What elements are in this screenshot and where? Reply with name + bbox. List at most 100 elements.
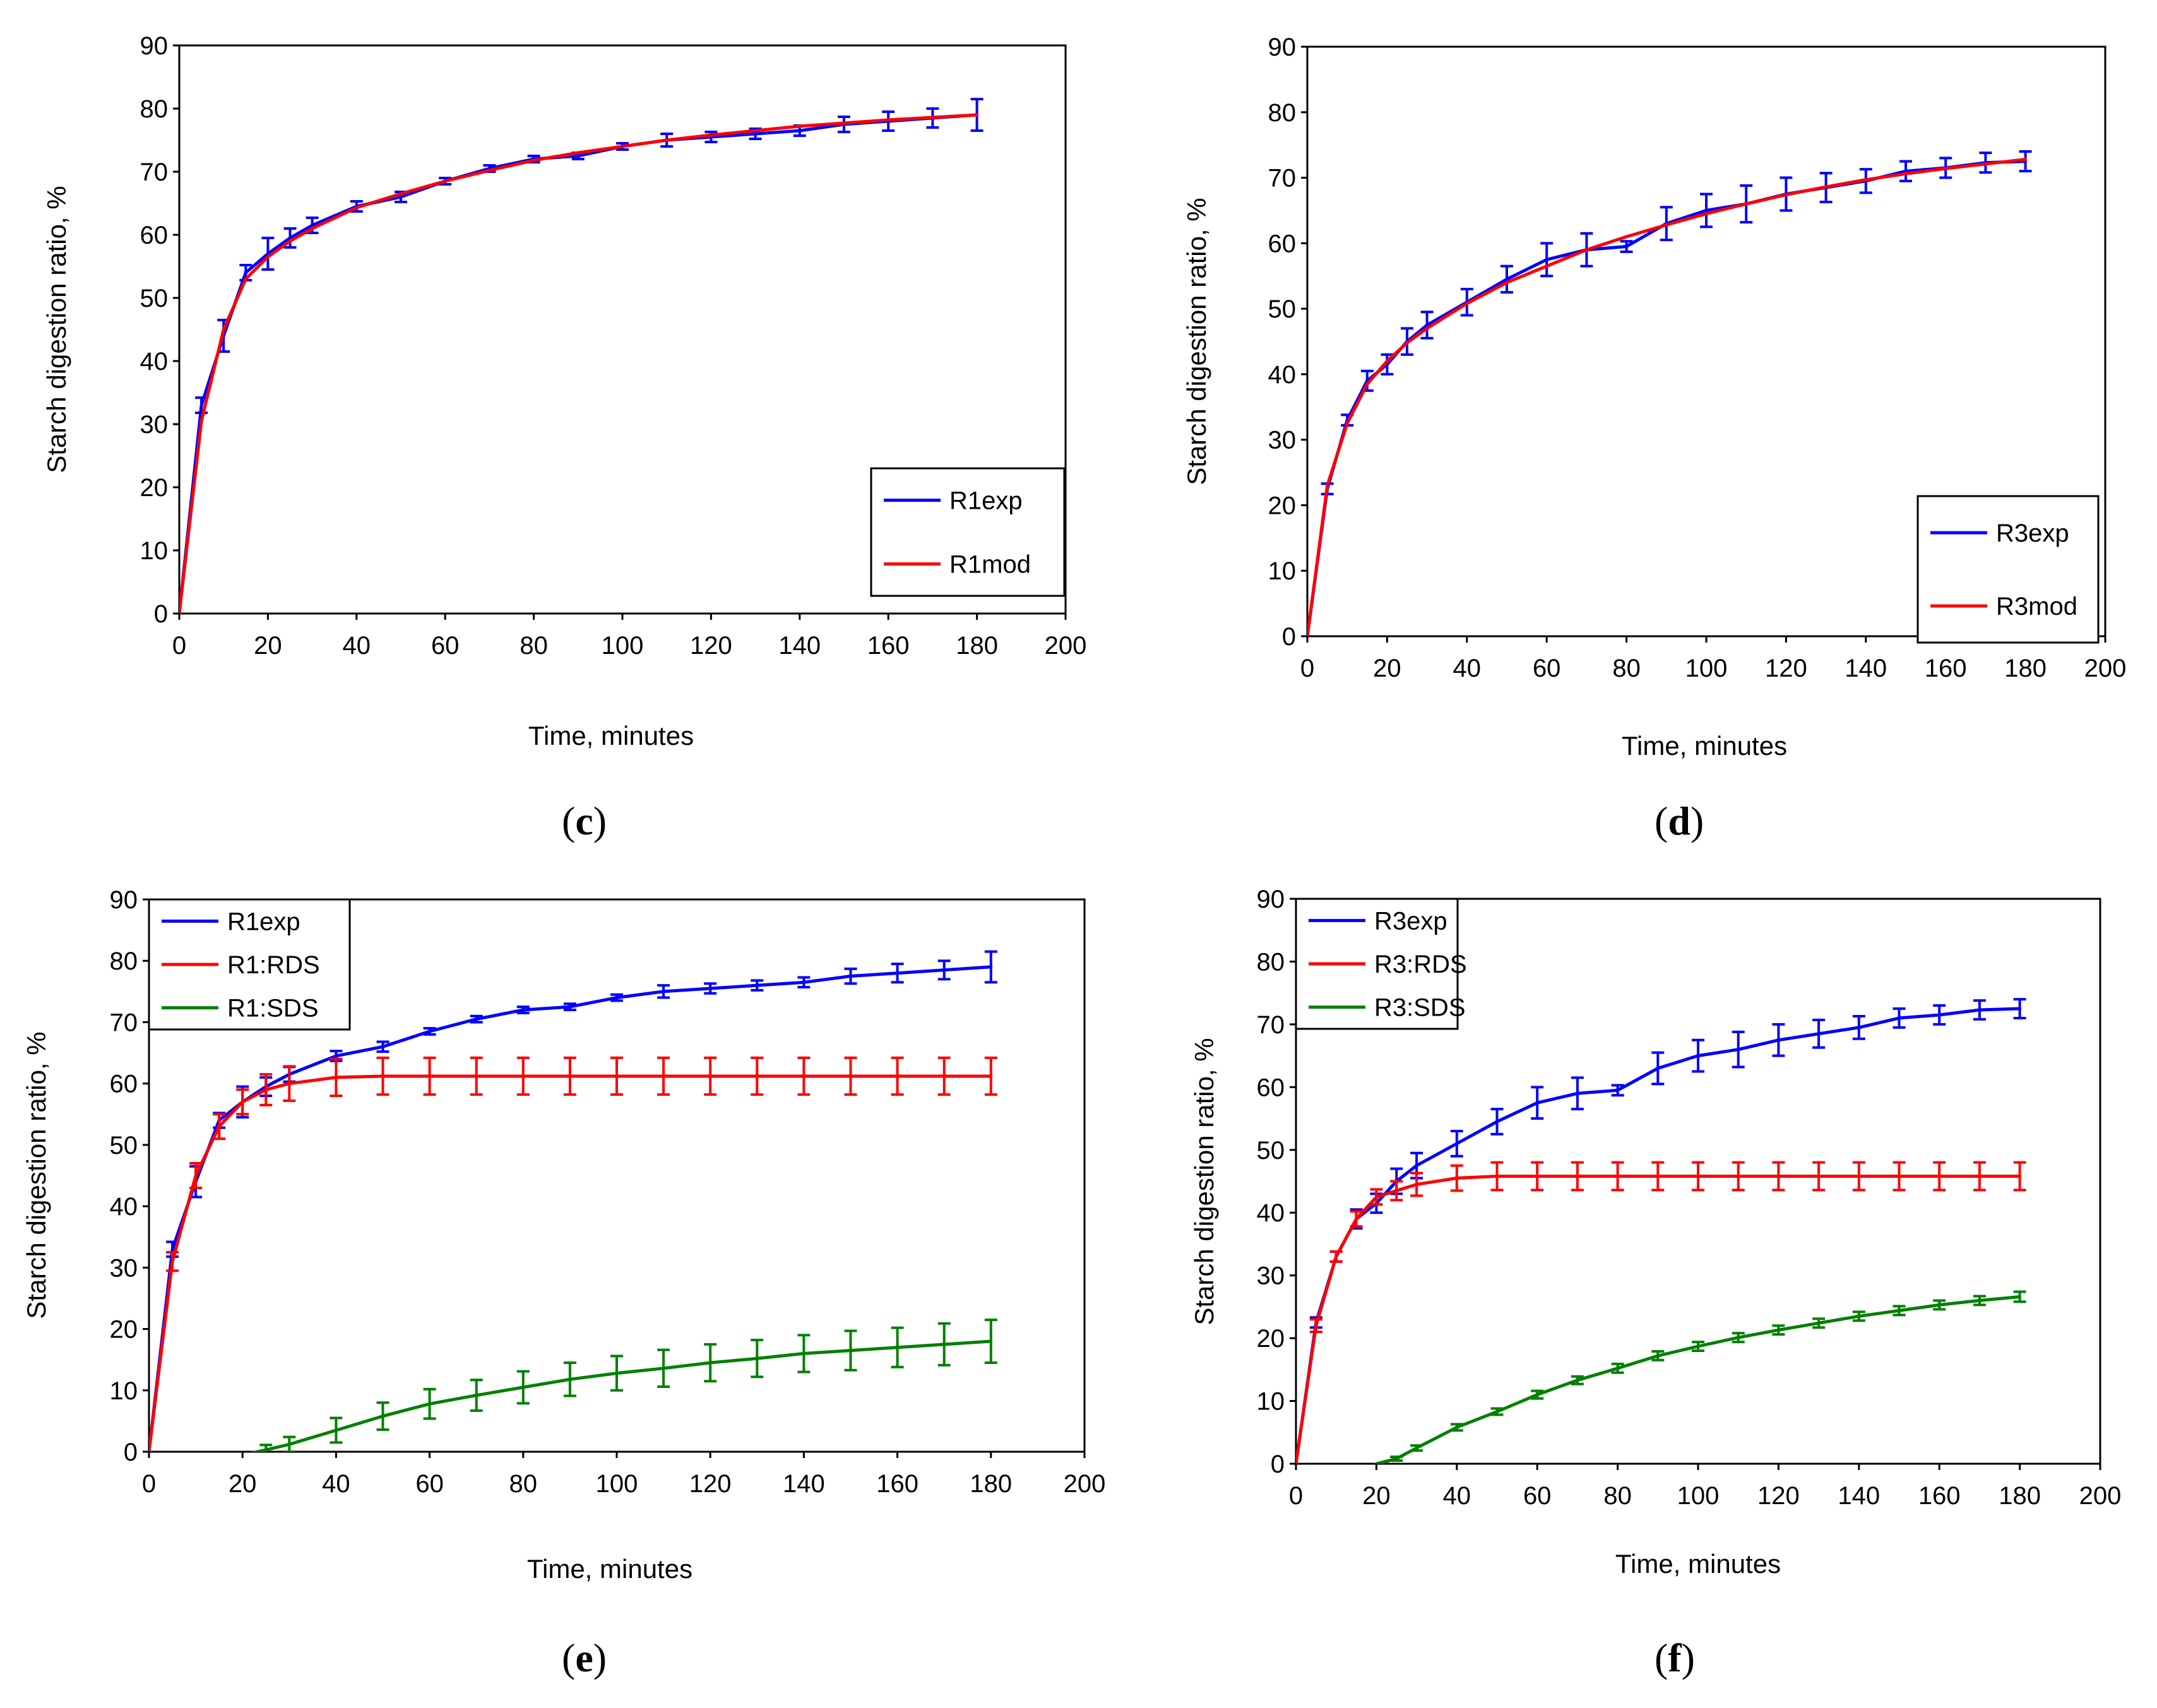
caption-open-paren: ( — [1655, 798, 1668, 843]
legend: R1exp R1mod — [870, 467, 1066, 597]
chart-panel-f: 0 10 20 30 40 50 60 70 80 90 0 20 40 60 80 100 120 140 160… — [1189, 886, 2121, 1680]
x-tick-label: 60 — [431, 632, 460, 660]
error-bar — [1390, 1180, 1403, 1202]
caption-open-paren: ( — [562, 798, 575, 843]
error-bar — [1540, 242, 1554, 278]
legend-item: R3exp — [1309, 907, 1447, 935]
y-tick-label: 10 — [110, 1377, 138, 1405]
error-bar — [1812, 1018, 1826, 1049]
x-tick-label: 40 — [343, 632, 371, 660]
legend-item: R3:SDS — [1309, 994, 1466, 1022]
x-tick-label: 80 — [1612, 655, 1641, 682]
y-tick-label: 80 — [1268, 99, 1297, 127]
y-tick-label: 10 — [140, 537, 169, 565]
error-bar — [166, 1251, 179, 1272]
x-tick-label: 40 — [1443, 1482, 1471, 1510]
panel-caption: (c) — [562, 798, 607, 843]
x-tick-label: 140 — [1838, 1482, 1880, 1510]
error-bar — [213, 1113, 226, 1141]
error-bar — [1531, 1161, 1544, 1192]
y-axis-title: Starch digestion ratio, % — [42, 186, 71, 473]
chart-panel-d: 0 10 20 30 40 50 60 70 80 90 0 20 40 60 80 100 120 140 160… — [1182, 33, 2126, 843]
legend-item: R3mod — [1930, 593, 2077, 620]
error-bar — [1852, 1014, 1865, 1040]
caption-close-paren: ) — [1682, 1635, 1695, 1680]
error-bar — [984, 950, 997, 984]
error-bar — [1531, 1086, 1544, 1120]
error-bar — [891, 963, 904, 984]
error-bar — [1390, 1456, 1403, 1462]
legend-label: R3mod — [1996, 593, 2077, 620]
y-tick-label: 60 — [1268, 230, 1297, 258]
error-bar — [1490, 1108, 1504, 1136]
y-axis-title: Starch digestion ratio, % — [1189, 1038, 1219, 1325]
y-tick-label: 70 — [140, 158, 169, 186]
legend-item: R3:RDS — [1309, 951, 1467, 978]
x-tick-label: 160 — [1918, 1482, 1961, 1510]
legend: R1exp R1:RDS R1:SDS — [148, 898, 351, 1031]
error-bar — [1651, 1051, 1665, 1086]
error-bar — [1812, 1161, 1826, 1192]
error-bar — [1450, 1423, 1463, 1432]
error-bar — [704, 1056, 717, 1096]
error-bar — [1812, 1317, 1826, 1329]
error-bar — [1732, 1332, 1745, 1344]
x-tick-label: 40 — [1453, 655, 1482, 682]
y-tick-label: 80 — [140, 95, 169, 123]
series-line — [1296, 1007, 2022, 1464]
plot-area — [1307, 150, 2032, 636]
x-tick-label: 200 — [1064, 1470, 1106, 1498]
error-bar — [1611, 1362, 1624, 1374]
caption-close-paren: ) — [593, 1635, 607, 1680]
panel-caption: (f) — [1655, 1635, 1695, 1680]
legend-label: R3:RDS — [1374, 951, 1467, 978]
error-bar — [259, 1073, 273, 1106]
y-tick-label: 40 — [140, 348, 169, 376]
legend-item: R1:RDS — [162, 951, 320, 979]
series-line — [149, 965, 993, 1452]
x-tick-label: 100 — [1685, 655, 1728, 682]
error-bar — [797, 976, 811, 989]
error-bar — [1309, 1318, 1322, 1334]
y-tick-label: 30 — [1257, 1262, 1285, 1290]
x-tick-label: 160 — [876, 1470, 918, 1498]
error-bar — [1700, 193, 1713, 228]
x-axis-title: Time, minutes — [1622, 731, 1787, 761]
y-tick-label: 50 — [1257, 1137, 1285, 1165]
error-bar — [330, 1416, 343, 1444]
x-tick-label: 180 — [2004, 655, 2047, 682]
error-bar — [1620, 240, 1633, 253]
y-tick-label: 50 — [110, 1132, 138, 1159]
error-bar — [1692, 1341, 1704, 1352]
chart-panel-e: 0 10 20 30 40 50 60 70 80 90 0 20 40 60 80 100 120 140 160… — [21, 886, 1105, 1680]
error-bar — [1410, 1171, 1423, 1197]
panel-caption: (d) — [1655, 798, 1704, 843]
legend-label: R1:RDS — [227, 951, 320, 979]
x-tick-label: 20 — [1362, 1482, 1391, 1510]
y-tick-label: 30 — [140, 411, 169, 439]
x-tick-label: 20 — [229, 1470, 257, 1498]
error-bar — [1531, 1389, 1544, 1400]
error-bar — [376, 1401, 389, 1431]
y-tick-label: 20 — [1257, 1325, 1285, 1353]
y-tick-label: 40 — [1257, 1199, 1285, 1227]
y-tick-label: 30 — [1268, 427, 1297, 454]
y-tick-label: 20 — [110, 1316, 138, 1344]
y-tick-label: 20 — [1268, 492, 1297, 519]
error-bar — [1893, 1305, 1906, 1317]
x-tick-label: 120 — [690, 632, 732, 660]
error-bar — [1450, 1129, 1463, 1158]
series-r1mod — [179, 113, 979, 614]
x-tick-label: 140 — [783, 1470, 825, 1498]
caption-close-paren: ) — [593, 798, 607, 843]
error-bar — [1852, 1161, 1865, 1192]
error-bar — [657, 1348, 670, 1388]
series-r3-sds — [1374, 1290, 2026, 1464]
x-tick-label: 80 — [509, 1470, 538, 1498]
error-bar — [1370, 1188, 1383, 1206]
error-bar — [844, 967, 857, 985]
error-bar — [1381, 353, 1394, 376]
error-bar — [984, 1318, 997, 1365]
x-tick-label: 160 — [1925, 655, 1967, 682]
error-bar — [1933, 1299, 1946, 1311]
